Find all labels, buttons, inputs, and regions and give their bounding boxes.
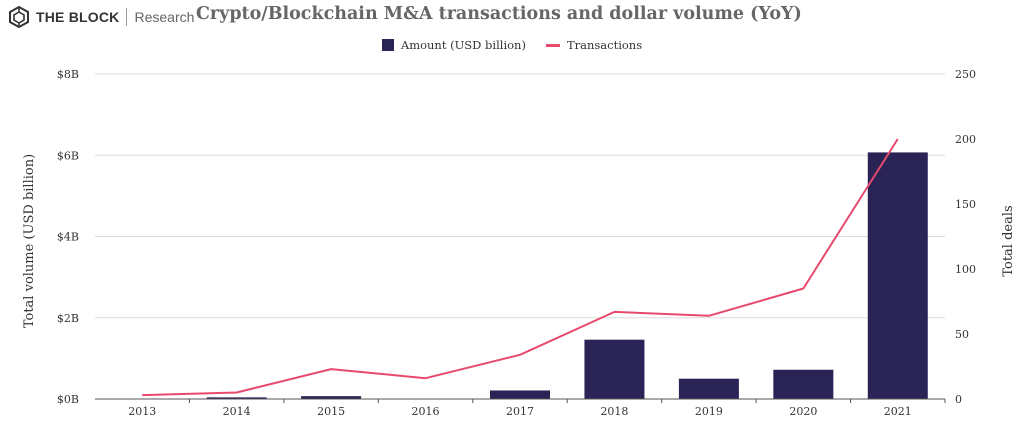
y-right-axis-title: Total deals — [1001, 205, 1016, 276]
x-tick-label: 2015 — [317, 405, 345, 418]
legend-label-amount: Amount (USD billion) — [400, 38, 526, 52]
x-tick-label: 2018 — [600, 405, 628, 418]
bar — [773, 369, 834, 399]
x-tick-label: 2016 — [412, 405, 440, 418]
y-left-tick-label: $0B — [57, 393, 79, 406]
bar-series — [206, 152, 928, 399]
x-tick-label: 2019 — [695, 405, 723, 418]
y-right-tick-label: 100 — [955, 263, 976, 276]
y-right-tick-label: 0 — [955, 393, 962, 406]
chart-title: Crypto/Blockchain M&A transactions and d… — [196, 4, 802, 24]
y-left-tick-label: $6B — [57, 149, 79, 162]
chart-legend: Amount (USD billion) Transactions — [0, 38, 1024, 52]
brand-section: Research — [134, 9, 195, 25]
x-tick-label: 2017 — [506, 405, 534, 418]
y-right-tick-label: 200 — [955, 133, 976, 146]
legend-item-amount: Amount (USD billion) — [381, 38, 526, 52]
x-tick-label: 2020 — [789, 405, 817, 418]
header-divider — [126, 8, 128, 26]
y-right-tick-label: 250 — [955, 68, 976, 81]
y-right-tick-label: 50 — [955, 328, 969, 341]
bar — [678, 378, 739, 399]
y-right-tick-label: 150 — [955, 198, 976, 211]
transactions-line — [142, 138, 899, 397]
legend-swatch-transactions — [545, 43, 560, 47]
y-left-tick-label: $4B — [57, 231, 79, 244]
bar — [867, 152, 928, 399]
line-series — [142, 138, 899, 397]
x-tick-label: 2021 — [884, 405, 912, 418]
y-left-tick-label: $8B — [57, 68, 79, 81]
legend-item-transactions: Transactions — [545, 38, 643, 52]
axes: $0B $2B $4B $6B $8B 0 50 100 150 200 250 2013 2014 20… — [57, 68, 976, 418]
x-tick-label: 2013 — [128, 405, 156, 418]
bar — [490, 390, 550, 399]
legend-swatch-amount — [381, 39, 394, 51]
y-left-axis-title: Total volume (USD billion) — [22, 154, 37, 328]
brand-name: THE BLOCK — [36, 9, 120, 25]
legend-label-transactions: Transactions — [566, 38, 643, 52]
x-tick-label: 2014 — [223, 405, 251, 418]
gridlines — [95, 73, 945, 319]
bar — [584, 339, 645, 399]
bar — [301, 396, 362, 399]
the-block-logo-icon — [9, 6, 29, 28]
bar — [206, 397, 267, 399]
header: THE BLOCK Research — [8, 4, 194, 30]
y-left-tick-label: $2B — [57, 312, 79, 325]
